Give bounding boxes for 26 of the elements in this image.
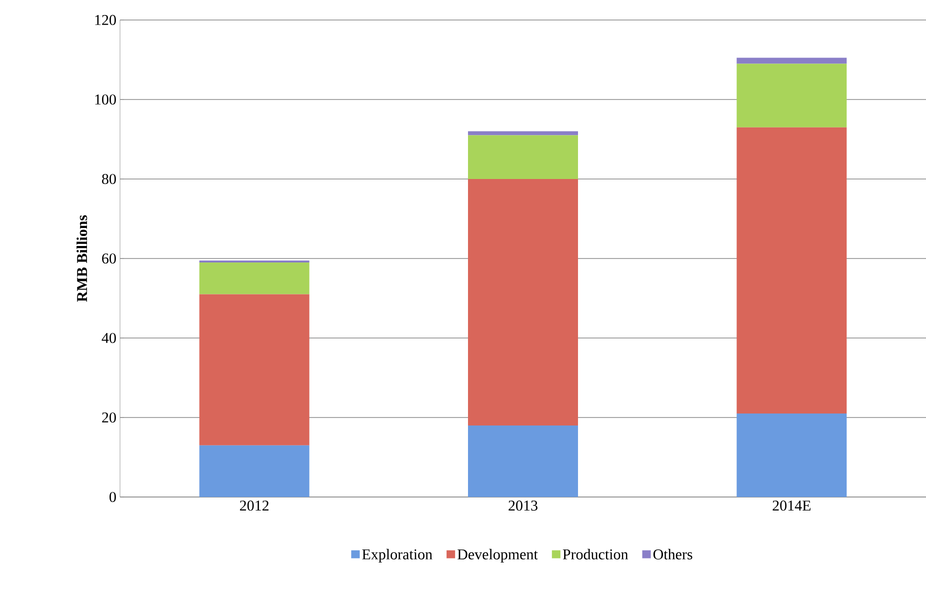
- y-tick-label: 20: [102, 412, 116, 423]
- y-tick-label: 120: [95, 14, 116, 26]
- bar: [468, 425, 578, 497]
- bar: [736, 58, 847, 64]
- bar: [468, 131, 578, 136]
- y-tick-label: 0: [110, 492, 116, 502]
- x-tick-label: 2012: [240, 500, 268, 511]
- bar: [199, 262, 310, 294]
- bar: [199, 445, 310, 497]
- legend-label: Others: [653, 548, 692, 560]
- y-tick-label: 80: [102, 174, 116, 184]
- y-tick-label: 60: [102, 253, 116, 264]
- bar: [736, 414, 847, 497]
- x-tick-label: 2013: [508, 500, 538, 511]
- bar: [736, 64, 847, 128]
- y-tick-label: 100: [95, 94, 116, 105]
- legend-label: Exploration: [362, 548, 432, 563]
- x-tick-label: 2014E: [772, 500, 810, 511]
- bar: [736, 127, 847, 414]
- bar: [199, 294, 310, 446]
- y-axis-title: RMB Billions: [76, 215, 88, 302]
- bar: [468, 135, 578, 179]
- legend-label: Production: [562, 548, 628, 560]
- legend-label: Development: [458, 548, 538, 563]
- bar: [468, 179, 578, 426]
- y-tick-label: 40: [102, 332, 116, 344]
